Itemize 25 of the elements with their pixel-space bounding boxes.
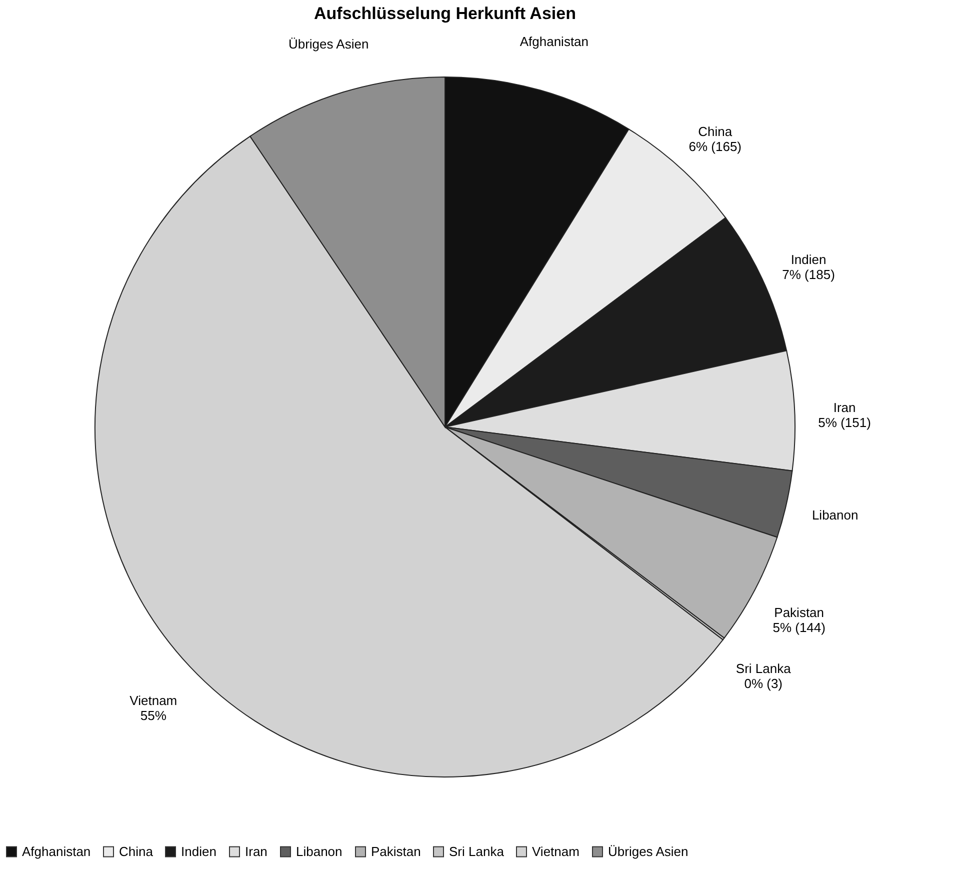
slice-label: Sri Lanka <box>736 661 792 676</box>
slice-label: Vietnam <box>130 692 178 708</box>
legend-label: Vietnam <box>532 844 580 859</box>
legend-label: China <box>119 844 154 859</box>
data-label: 55% <box>140 708 167 723</box>
legend-label: Sri Lanka <box>449 844 505 859</box>
legend-label: Pakistan <box>371 844 421 859</box>
slice-label: Iran <box>833 400 856 416</box>
slice-label: Pakistan <box>774 605 824 620</box>
data-label: 7% (185) <box>782 267 835 282</box>
slice-label: China <box>698 124 733 139</box>
chart-title: Aufschlüsselung Herkunft Asien <box>314 4 576 23</box>
data-label: 6% (165) <box>688 138 742 154</box>
slice-label: Indien <box>790 252 826 268</box>
legend-label: Afghanistan <box>22 844 91 859</box>
data-label: 5% (151) <box>818 415 871 430</box>
legend-label: Libanon <box>296 844 342 859</box>
slice-label: Übriges Asien <box>288 36 369 52</box>
legend-label: Indien <box>181 844 216 859</box>
data-label: 0% (3) <box>744 676 783 692</box>
slice-label: Libanon <box>812 507 858 522</box>
slice-label: Afghanistan <box>520 34 589 50</box>
data-label: 5% (144) <box>772 620 826 636</box>
legend-label: Übriges Asien <box>608 844 688 859</box>
legend-label: Iran <box>245 844 268 859</box>
